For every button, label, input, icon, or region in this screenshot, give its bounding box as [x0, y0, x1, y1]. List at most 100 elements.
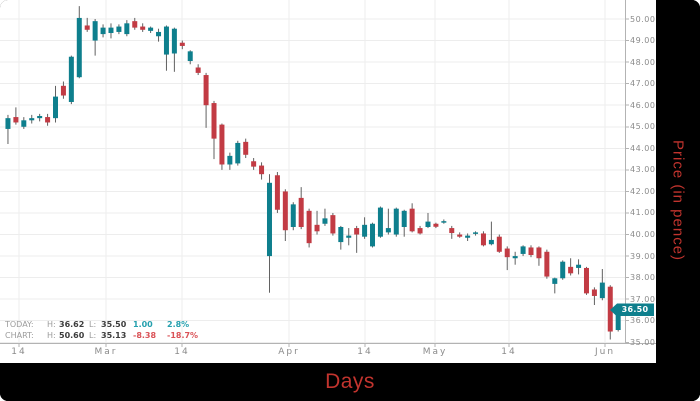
y-tick-label: 46.00 [630, 100, 656, 110]
candle-body [409, 208, 415, 232]
candle-body [21, 120, 27, 127]
candle-body [512, 256, 518, 259]
candle-body [45, 117, 51, 123]
candle-body [560, 261, 566, 279]
candle-body [5, 118, 11, 129]
legend-today-percent: 2.8% [167, 320, 190, 329]
candle-body [171, 28, 177, 54]
candle-body [148, 27, 154, 31]
candle-body [259, 165, 265, 175]
x-tick-label: Apr [278, 347, 300, 357]
y-tick-label: 44.00 [630, 143, 656, 153]
candle-body [583, 267, 589, 294]
legend-chart-label: CHART: [5, 331, 34, 340]
y-tick-label: 38.00 [630, 273, 656, 283]
candle-body [266, 182, 272, 257]
y-tick-label: 43.00 [630, 165, 656, 175]
x-tick-label: 14 [174, 347, 190, 357]
candle-body [124, 23, 130, 35]
y-tick-label: 41.00 [630, 208, 656, 218]
candle-body [211, 103, 217, 139]
candle-body [116, 26, 122, 32]
legend-today-h-label: H: [47, 320, 56, 329]
legend-today-label: TODAY: [5, 320, 34, 329]
candle-body [330, 215, 336, 234]
candle-body [76, 17, 82, 78]
candle-body [37, 115, 43, 119]
legend-chart-l-label: L: [89, 331, 97, 340]
x-tick-label: 14 [501, 347, 517, 357]
chart-plot-area: 50.00 49.00 48.00 47.00 46.00 45.00 44.00 43.00… [0, 0, 656, 363]
candle-body [60, 85, 66, 96]
legend-chart-h-label: H: [47, 331, 56, 340]
candle-body [599, 282, 605, 299]
candle-body [282, 191, 288, 231]
candle-body [385, 228, 391, 233]
y-axis-title-strip: Price (in pence) [656, 0, 700, 401]
candle-body [425, 221, 431, 227]
candle-body [227, 155, 233, 165]
candle-body [132, 21, 138, 28]
legend-today-high: 36.62 [59, 320, 85, 329]
candle-body [92, 21, 98, 41]
candle-body [377, 207, 383, 237]
y-tick-label: 39.00 [630, 251, 656, 261]
candle-body [520, 246, 526, 254]
legend-today-low: 35.50 [101, 320, 127, 329]
legend-chart-percent: -18.7% [167, 331, 199, 340]
candle-body [576, 264, 582, 268]
candle-body [393, 208, 399, 235]
candle-body [219, 124, 225, 165]
candle-body [290, 204, 296, 227]
candle-body [314, 224, 320, 232]
y-tick-label: 36.00 [630, 316, 656, 326]
candle-body [370, 223, 376, 247]
candle-body [488, 239, 494, 245]
candle-body [544, 251, 550, 277]
y-tick-label: 45.00 [630, 122, 656, 132]
candle-body [274, 175, 280, 210]
candle-body [473, 232, 479, 234]
y-tick-label: 42.00 [630, 186, 656, 196]
candle-body [354, 228, 360, 235]
candle-body [607, 286, 613, 332]
candle-body [362, 224, 368, 237]
candle-body [187, 51, 193, 62]
candle-body [156, 31, 162, 37]
candle-body [504, 248, 510, 258]
candle-body [84, 25, 90, 30]
legend-today-l-label: L: [89, 320, 97, 329]
candle-body [615, 309, 621, 331]
candle-body [433, 223, 439, 227]
x-tick-label: Mar [94, 347, 118, 357]
candle-body [100, 27, 106, 35]
candle-body [140, 26, 146, 30]
candle-body [68, 56, 74, 102]
candle-body [552, 278, 558, 284]
candle-body [53, 96, 59, 119]
legend-chart-high: 50.60 [59, 331, 85, 340]
candle-body [591, 289, 597, 296]
candlestick-plot [0, 0, 656, 347]
x-axis-title-strip: Days [0, 363, 700, 401]
x-axis-title: Days [325, 370, 375, 393]
y-tick-label: 49.00 [630, 36, 656, 46]
y-tick-label: 50.00 [630, 14, 656, 24]
y-tick-label: 37.00 [630, 294, 656, 304]
y-tick-label: 40.00 [630, 230, 656, 240]
candle-body [322, 218, 328, 224]
candle-body [536, 247, 542, 259]
candle-body [496, 236, 502, 252]
legend-chart-change: -8.38 [133, 331, 157, 340]
candle-body [163, 26, 169, 55]
candle-body [457, 234, 463, 237]
candle-body [338, 226, 344, 243]
candle-body [235, 142, 241, 164]
candle-body [441, 221, 447, 223]
candle-body [298, 197, 304, 227]
legend-chart-low: 35.13 [101, 331, 127, 340]
candle-body [449, 228, 455, 234]
x-tick-label: May [422, 347, 448, 357]
y-tick-label: 35.00 [630, 337, 656, 347]
